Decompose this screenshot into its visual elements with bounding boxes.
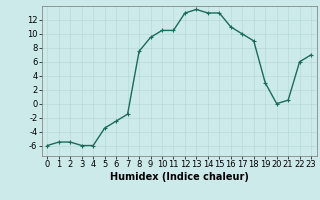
X-axis label: Humidex (Indice chaleur): Humidex (Indice chaleur) bbox=[110, 172, 249, 182]
